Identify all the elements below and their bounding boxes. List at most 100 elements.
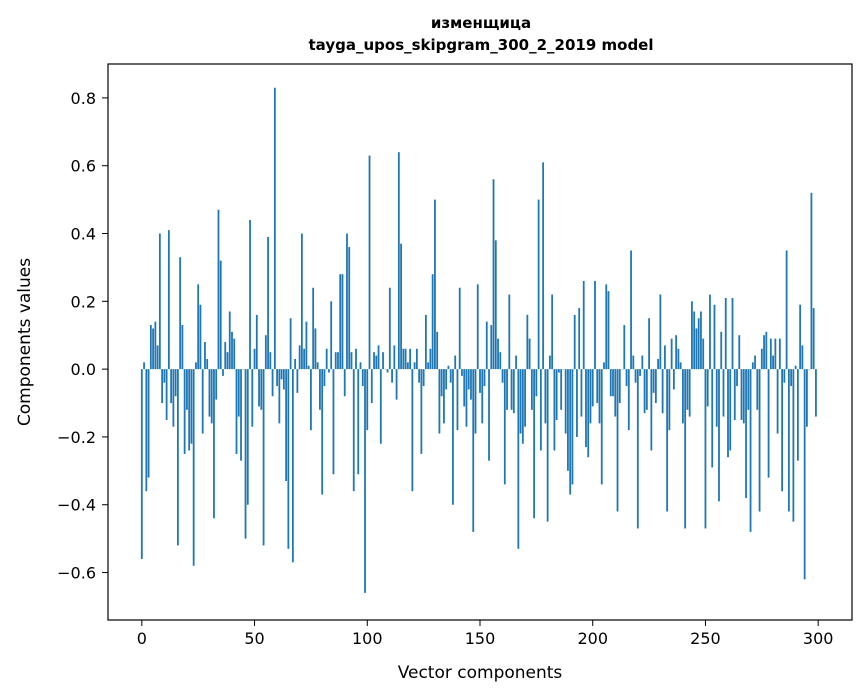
bar-233 — [666, 369, 669, 512]
bar-0 — [140, 369, 143, 559]
bar-115 — [400, 243, 402, 370]
bar-240 — [682, 369, 684, 424]
bar-13 — [170, 369, 173, 404]
bar-183 — [553, 369, 556, 451]
bar-247 — [697, 318, 700, 370]
bar-216 — [627, 369, 630, 431]
bar-259 — [724, 297, 727, 370]
bar-51 — [255, 314, 258, 370]
bar-4 — [149, 325, 152, 370]
bar-157 — [494, 240, 497, 370]
x-tick-label: 200 — [577, 629, 608, 648]
bar-169 — [521, 369, 524, 444]
bar-260 — [727, 369, 729, 458]
bar-122 — [415, 348, 418, 370]
bar-80 — [321, 369, 324, 495]
bar-136 — [447, 365, 450, 370]
bar-92 — [348, 247, 351, 370]
bar-294 — [803, 369, 806, 580]
bar-184 — [555, 369, 558, 420]
bar-182 — [551, 294, 554, 370]
bar-106 — [379, 369, 382, 444]
bar-246 — [695, 328, 698, 370]
bar-64 — [285, 369, 288, 481]
bar-242 — [686, 369, 689, 410]
bar-58 — [271, 369, 274, 397]
bar-82 — [325, 348, 328, 370]
bar-89 — [341, 274, 344, 370]
bar-8 — [158, 233, 161, 370]
bar-147 — [472, 369, 475, 532]
bar-281 — [774, 338, 777, 370]
bar-124 — [420, 369, 423, 454]
bar-161 — [503, 369, 506, 485]
bar-230 — [659, 294, 662, 370]
bar-163 — [508, 294, 511, 370]
bar-199 — [589, 369, 592, 424]
bar-47 — [246, 369, 249, 505]
bar-248 — [700, 311, 702, 370]
bar-23 — [192, 369, 195, 566]
bar-286 — [785, 250, 788, 370]
y-tick-label: −0.2 — [57, 428, 96, 447]
bar-20 — [186, 369, 188, 410]
bar-221 — [639, 369, 641, 376]
bar-94 — [352, 369, 355, 492]
bar-66 — [289, 318, 292, 370]
bar-60 — [276, 369, 278, 387]
bar-5 — [152, 328, 154, 370]
bar-10 — [163, 369, 166, 383]
bar-282 — [776, 369, 779, 434]
bar-156 — [492, 179, 495, 370]
bar-204 — [600, 369, 603, 485]
bar-81 — [323, 369, 326, 387]
bar-126 — [424, 314, 427, 370]
bar-24 — [195, 362, 197, 370]
bar-201 — [594, 280, 596, 370]
bar-275 — [760, 348, 763, 370]
bar-197 — [585, 369, 587, 448]
y-axis-label: Components values — [15, 258, 35, 426]
bar-70 — [298, 345, 301, 370]
bar-110 — [388, 287, 391, 370]
bar-264 — [736, 369, 738, 387]
bar-28 — [204, 342, 206, 370]
bar-119 — [409, 348, 412, 370]
bar-85 — [332, 369, 335, 475]
bar-288 — [790, 369, 793, 387]
bar-249 — [702, 338, 705, 370]
bar-209 — [612, 369, 614, 397]
bar-198 — [587, 369, 590, 458]
bar-137 — [449, 369, 452, 383]
bar-109 — [386, 369, 389, 373]
bar-297 — [810, 192, 813, 370]
bar-125 — [422, 369, 425, 387]
bar-67 — [291, 369, 294, 563]
bar-212 — [618, 369, 621, 404]
bar-74 — [307, 365, 310, 370]
bar-287 — [787, 369, 790, 512]
bar-2 — [145, 369, 148, 492]
bar-41 — [233, 338, 236, 370]
y-axis-ticks: −0.6 −0.4 −0.2 0.0 0.2 0.4 0.6 0.8 — [57, 89, 108, 583]
y-tick-label: 0.8 — [71, 89, 96, 108]
bar-59 — [273, 87, 276, 370]
bar-101 — [368, 155, 371, 370]
bar-188 — [564, 369, 567, 434]
bar-56 — [267, 236, 269, 370]
bar-128 — [429, 348, 432, 370]
bar-40 — [231, 331, 233, 370]
bar-215 — [625, 369, 628, 387]
bar-103 — [373, 352, 375, 370]
bar-186 — [560, 369, 563, 410]
bar-274 — [758, 369, 761, 512]
bar-31 — [210, 369, 213, 424]
bar-211 — [616, 369, 619, 512]
bar-217 — [630, 250, 632, 370]
bar-266 — [740, 369, 743, 420]
bar-166 — [515, 355, 517, 370]
bar-153 — [485, 321, 488, 370]
bar-98 — [361, 369, 364, 387]
bar-141 — [458, 287, 461, 370]
bar-269 — [747, 369, 750, 410]
